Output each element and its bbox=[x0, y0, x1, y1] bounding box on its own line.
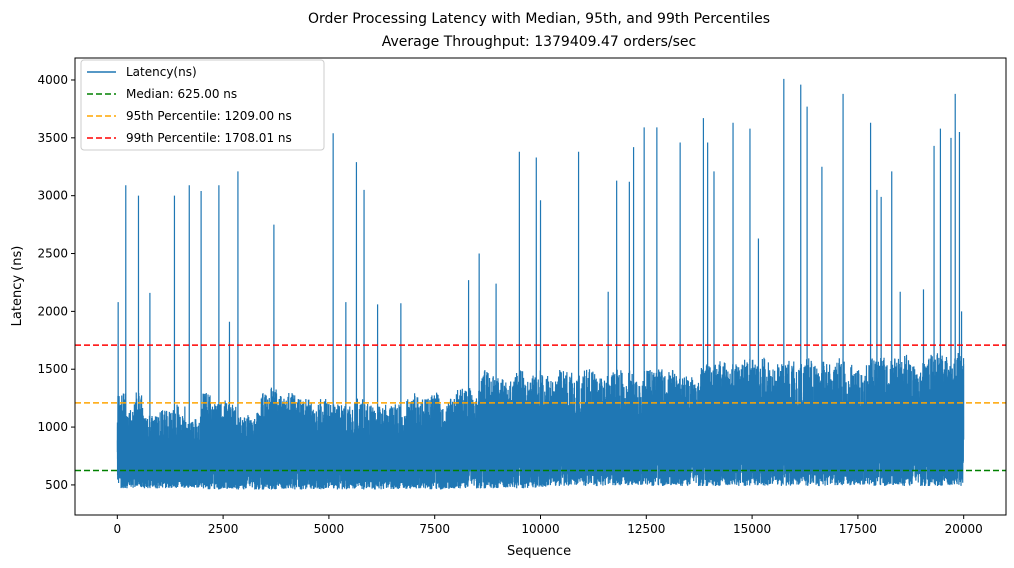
legend-box bbox=[80, 59, 325, 151]
x-tick-label: 7500 bbox=[419, 522, 450, 536]
x-tick-label: 2500 bbox=[208, 522, 239, 536]
x-tick-label: 10000 bbox=[521, 522, 559, 536]
legend-label: 95th Percentile: 1209.00 ns bbox=[126, 109, 292, 123]
x-tick-label: 20000 bbox=[945, 522, 983, 536]
y-tick-label: 2500 bbox=[37, 247, 68, 261]
y-tick-label: 2000 bbox=[37, 304, 68, 318]
plot-data bbox=[75, 78, 1006, 490]
x-tick-label: 15000 bbox=[733, 522, 771, 536]
latency-series-line bbox=[116, 78, 965, 490]
y-axis-ticks: 500 1000 1500 2000 2500 3000 3500 4000 bbox=[37, 73, 75, 492]
chart-title: Order Processing Latency with Median, 95… bbox=[308, 11, 770, 27]
legend-label: Latency(ns) bbox=[126, 65, 197, 79]
x-tick-label: 5000 bbox=[314, 522, 345, 536]
y-tick-label: 500 bbox=[45, 478, 68, 492]
chart-subtitle: Average Throughput: 1379409.47 orders/se… bbox=[382, 34, 696, 50]
y-tick-label: 1000 bbox=[37, 420, 68, 434]
x-tick-label: 17500 bbox=[839, 522, 877, 536]
y-tick-label: 3000 bbox=[37, 189, 68, 203]
x-tick-label: 12500 bbox=[627, 522, 665, 536]
x-tick-label: 0 bbox=[113, 522, 121, 536]
legend-label: Median: 625.00 ns bbox=[126, 87, 237, 101]
y-tick-label: 4000 bbox=[37, 73, 68, 87]
x-axis-label: Sequence bbox=[507, 544, 571, 559]
y-axis-label: Latency (ns) bbox=[10, 246, 25, 327]
x-axis-ticks: 0 2500 5000 7500 10000 12500 15000 17500 20000 bbox=[113, 515, 983, 536]
legend: Latency(ns) Median: 625.00 ns 95th Percent… bbox=[80, 59, 325, 151]
legend-label: 99th Percentile: 1708.01 ns bbox=[126, 131, 292, 145]
y-tick-label: 3500 bbox=[37, 131, 68, 145]
y-tick-label: 1500 bbox=[37, 362, 68, 376]
